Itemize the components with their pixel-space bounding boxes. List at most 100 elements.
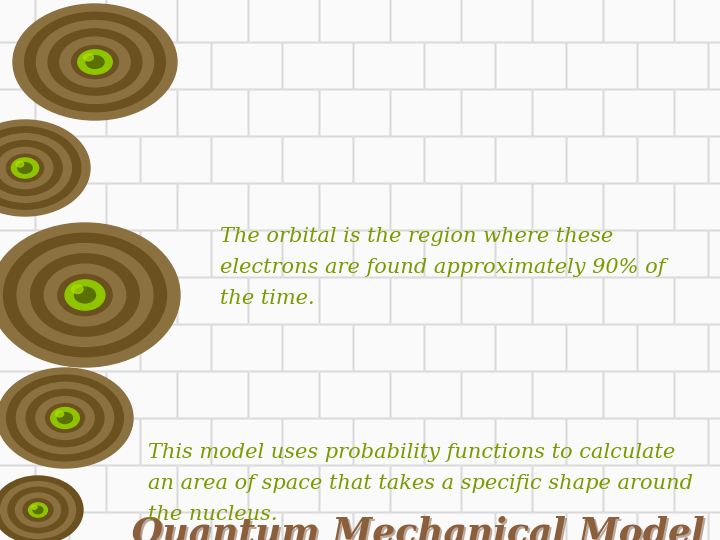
FancyBboxPatch shape	[533, 0, 603, 42]
FancyBboxPatch shape	[178, 184, 248, 230]
Text: The orbital is the region where these
electrons are found approximately 90% of
t: The orbital is the region where these el…	[220, 227, 665, 308]
FancyBboxPatch shape	[709, 137, 720, 183]
FancyBboxPatch shape	[36, 0, 106, 42]
FancyBboxPatch shape	[249, 278, 319, 324]
FancyBboxPatch shape	[391, 90, 461, 136]
FancyBboxPatch shape	[604, 184, 674, 230]
FancyBboxPatch shape	[283, 137, 353, 183]
FancyBboxPatch shape	[567, 325, 637, 371]
Ellipse shape	[50, 408, 79, 429]
FancyBboxPatch shape	[141, 137, 211, 183]
Ellipse shape	[23, 498, 53, 521]
Ellipse shape	[33, 507, 43, 514]
FancyBboxPatch shape	[0, 0, 35, 42]
Ellipse shape	[36, 396, 94, 440]
FancyBboxPatch shape	[391, 184, 461, 230]
Ellipse shape	[78, 50, 112, 74]
FancyBboxPatch shape	[178, 90, 248, 136]
FancyBboxPatch shape	[0, 184, 35, 230]
FancyBboxPatch shape	[709, 231, 720, 277]
FancyBboxPatch shape	[212, 231, 282, 277]
FancyBboxPatch shape	[320, 90, 390, 136]
FancyBboxPatch shape	[604, 0, 674, 42]
Ellipse shape	[24, 12, 166, 112]
Ellipse shape	[45, 264, 126, 326]
FancyBboxPatch shape	[320, 184, 390, 230]
FancyBboxPatch shape	[354, 419, 424, 465]
FancyBboxPatch shape	[249, 184, 319, 230]
FancyBboxPatch shape	[709, 43, 720, 89]
FancyBboxPatch shape	[283, 43, 353, 89]
FancyBboxPatch shape	[638, 231, 708, 277]
FancyBboxPatch shape	[141, 43, 211, 89]
FancyBboxPatch shape	[141, 325, 211, 371]
Ellipse shape	[4, 233, 166, 357]
FancyBboxPatch shape	[0, 278, 35, 324]
FancyBboxPatch shape	[178, 372, 248, 418]
Ellipse shape	[16, 493, 60, 527]
Ellipse shape	[65, 280, 105, 310]
Ellipse shape	[71, 45, 118, 79]
Ellipse shape	[0, 147, 53, 188]
FancyBboxPatch shape	[107, 466, 177, 512]
FancyBboxPatch shape	[0, 372, 35, 418]
FancyBboxPatch shape	[0, 137, 69, 183]
FancyBboxPatch shape	[107, 372, 177, 418]
FancyBboxPatch shape	[107, 278, 177, 324]
FancyBboxPatch shape	[496, 43, 566, 89]
Text: Quantum Mechanical Model: Quantum Mechanical Model	[132, 518, 706, 540]
FancyBboxPatch shape	[178, 0, 248, 42]
FancyBboxPatch shape	[283, 513, 353, 540]
Ellipse shape	[55, 411, 75, 425]
FancyBboxPatch shape	[709, 513, 720, 540]
FancyBboxPatch shape	[249, 0, 319, 42]
Ellipse shape	[17, 244, 153, 347]
Text: This model uses probability functions to calculate
an area of space that takes a: This model uses probability functions to…	[148, 443, 693, 524]
Ellipse shape	[55, 411, 63, 417]
Ellipse shape	[45, 404, 84, 433]
FancyBboxPatch shape	[70, 513, 140, 540]
Ellipse shape	[0, 140, 62, 195]
FancyBboxPatch shape	[604, 372, 674, 418]
FancyBboxPatch shape	[675, 466, 720, 512]
Ellipse shape	[84, 54, 94, 61]
FancyBboxPatch shape	[0, 419, 69, 465]
FancyBboxPatch shape	[604, 466, 674, 512]
FancyBboxPatch shape	[212, 419, 282, 465]
FancyBboxPatch shape	[567, 231, 637, 277]
FancyBboxPatch shape	[212, 513, 282, 540]
FancyBboxPatch shape	[567, 43, 637, 89]
Ellipse shape	[12, 158, 39, 178]
Ellipse shape	[16, 161, 35, 175]
FancyBboxPatch shape	[675, 90, 720, 136]
FancyBboxPatch shape	[0, 513, 69, 540]
FancyBboxPatch shape	[320, 278, 390, 324]
Ellipse shape	[86, 56, 104, 69]
Ellipse shape	[0, 223, 180, 367]
Ellipse shape	[16, 161, 24, 167]
FancyBboxPatch shape	[249, 466, 319, 512]
FancyBboxPatch shape	[496, 513, 566, 540]
FancyBboxPatch shape	[141, 231, 211, 277]
FancyBboxPatch shape	[425, 513, 495, 540]
FancyBboxPatch shape	[604, 278, 674, 324]
FancyBboxPatch shape	[709, 325, 720, 371]
FancyBboxPatch shape	[567, 513, 637, 540]
FancyBboxPatch shape	[462, 278, 532, 324]
FancyBboxPatch shape	[638, 43, 708, 89]
FancyBboxPatch shape	[283, 325, 353, 371]
FancyBboxPatch shape	[533, 184, 603, 230]
Ellipse shape	[0, 476, 83, 540]
FancyBboxPatch shape	[567, 137, 637, 183]
FancyBboxPatch shape	[320, 0, 390, 42]
FancyBboxPatch shape	[249, 90, 319, 136]
FancyBboxPatch shape	[425, 325, 495, 371]
Ellipse shape	[13, 4, 177, 120]
FancyBboxPatch shape	[496, 137, 566, 183]
FancyBboxPatch shape	[354, 43, 424, 89]
Ellipse shape	[1, 482, 76, 538]
FancyBboxPatch shape	[391, 372, 461, 418]
Ellipse shape	[75, 287, 96, 303]
FancyBboxPatch shape	[141, 419, 211, 465]
FancyBboxPatch shape	[0, 466, 35, 512]
